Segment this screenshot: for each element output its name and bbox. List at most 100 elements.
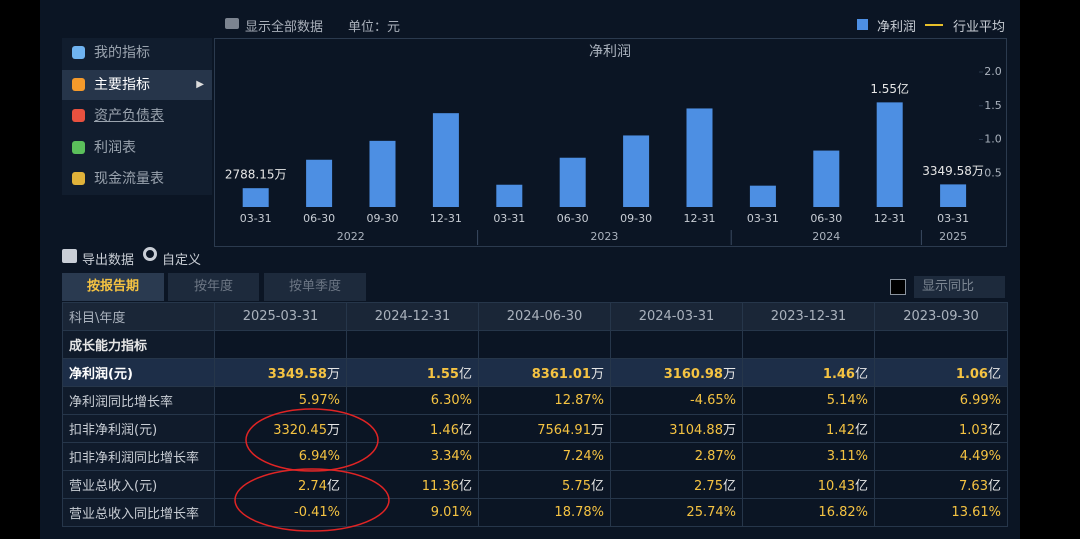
value-cell: 9.01% (346, 498, 479, 527)
value-cell: 10.43亿 (742, 470, 875, 499)
custom-button[interactable]: 自定义 (162, 253, 202, 268)
value-cell: 6.94% (214, 442, 347, 471)
value-number: 2.75 (694, 479, 723, 494)
value-unit: 亿 (987, 423, 1001, 438)
value-cell: 7.24% (478, 442, 611, 471)
empty-cell (478, 330, 611, 359)
value-cell: 1.03亿 (874, 414, 1008, 443)
x-group-label: 2022 (337, 230, 365, 243)
value-unit: 亿 (987, 479, 1001, 494)
x-tick-label: 03-31 (937, 212, 969, 225)
value-unit: 万 (326, 423, 340, 438)
value-cell: 1.42亿 (742, 414, 875, 443)
x-tick-label: 06-30 (303, 212, 335, 225)
bar (940, 184, 967, 207)
data-row: 净利润(元) 3349.58万 1.55亿 8361.01万 3160.98万 1.46亿… (62, 358, 1008, 387)
data-row: 营业总收入同比增长率 -0.41% 9.01% 18.78% 25.74% 16.82% 1… (62, 498, 1008, 527)
value-unit: 亿 (326, 479, 340, 494)
value-cell: 2.87% (610, 442, 743, 471)
x-tick-label: 09-30 (367, 212, 399, 225)
value-cell: 1.46亿 (346, 414, 479, 443)
row-label: 营业总收入(元) (62, 470, 215, 499)
data-row: 净利润同比增长率 5.97% 6.30% 12.87% -4.65% 5.14% 6.99% (62, 386, 1008, 415)
value-cell: 1.06亿 (874, 358, 1008, 387)
value-number: 3160.98 (663, 367, 723, 382)
x-tick-label: 09-30 (620, 212, 652, 225)
header-cell: 2023-12-31 (742, 302, 875, 331)
data-label: 3349.58万 (922, 164, 984, 178)
value-cell: 3320.45万 (214, 414, 347, 443)
bar (242, 188, 269, 207)
value-cell: 6.30% (346, 386, 479, 415)
tab[interactable]: 按单季度 (264, 273, 366, 301)
menu-label: 利润表 (94, 139, 136, 156)
toggle-button[interactable]: 显示同比 (914, 276, 1005, 298)
value-unit: 万 (722, 367, 736, 382)
tab[interactable]: 按报告期 (62, 273, 164, 301)
y-tick-label: 1.5 (984, 99, 1002, 112)
x-tick-label: 03-31 (747, 212, 779, 225)
value-cell: 3.34% (346, 442, 479, 471)
value-cell: 12.87% (478, 386, 611, 415)
value-number: 7.63 (959, 479, 988, 494)
x-tick-label: 12-31 (684, 212, 716, 225)
menu-icon (72, 109, 85, 122)
tab[interactable]: 按年度 (168, 273, 259, 301)
export-button[interactable]: 导出数据 (82, 253, 135, 268)
value-number: 1.06 (955, 367, 988, 382)
menu-label: 资产负债表 (94, 108, 164, 124)
value-cell: 2.74亿 (214, 470, 347, 499)
value-unit: 万 (722, 423, 736, 438)
menu-item[interactable]: 资产负债表 (62, 101, 212, 131)
value-cell: 1.46亿 (742, 358, 875, 387)
header-cell: 2024-03-31 (610, 302, 743, 331)
show-all-button[interactable]: 显示全部数据 (245, 20, 324, 35)
legend: 净利润 行业平均 (857, 16, 1007, 35)
menu-item[interactable]: 现金流量表 (62, 164, 212, 194)
empty-cell (214, 330, 347, 359)
value-number: 1.46 (430, 423, 459, 438)
menu-item[interactable]: 利润表 (62, 133, 212, 163)
value-number: 7564.91 (537, 423, 591, 438)
value-cell: 3104.88万 (610, 414, 743, 443)
value-cell: -4.65% (610, 386, 743, 415)
value-number: 1.03 (959, 423, 988, 438)
value-cell: 8361.01万 (478, 358, 611, 387)
x-tick-label: 03-31 (493, 212, 525, 225)
empty-cell (874, 330, 1008, 359)
value-number: 8361.01 (531, 367, 591, 382)
data-icon (225, 18, 239, 29)
menu-label: 主要指标 (94, 76, 150, 93)
settings-icon (143, 247, 157, 261)
y-tick-label: 1.0 (984, 133, 1002, 146)
value-cell: 3349.58万 (214, 358, 347, 387)
value-number: 1.46 (822, 367, 855, 382)
value-number: 3104.88 (669, 423, 723, 438)
value-number: 1.42 (826, 423, 855, 438)
value-number: 3320.45 (273, 423, 327, 438)
menu-label: 现金流量表 (94, 171, 164, 187)
bar (432, 113, 459, 207)
value-unit: 亿 (854, 367, 868, 382)
menu-icon (72, 172, 85, 185)
checkbox[interactable] (890, 279, 906, 295)
value-cell: 5.75亿 (478, 470, 611, 499)
header-cell: 2023-09-30 (874, 302, 1008, 331)
data-label: 1.55亿 (870, 81, 909, 96)
x-group-label: 2024 (812, 230, 840, 243)
x-tick-label: 06-30 (557, 212, 589, 225)
row-label: 净利润同比增长率 (62, 386, 215, 415)
bar (306, 159, 333, 207)
value-unit: 亿 (458, 367, 472, 382)
menu-item[interactable]: 主要指标 ▶ (62, 69, 212, 100)
value-number: 11.36 (421, 479, 459, 494)
x-tick-label: 12-31 (874, 212, 906, 225)
menu-item[interactable]: 我的指标 (62, 38, 212, 68)
y-tick-label: 2.0 (984, 65, 1002, 78)
x-group-label: 2025 (939, 230, 967, 243)
value-number: 3349.58 (267, 367, 327, 382)
bar (876, 102, 903, 207)
header-cell: 2024-06-30 (478, 302, 611, 331)
x-group-label: 2023 (590, 230, 618, 243)
menu-icon (72, 46, 85, 59)
